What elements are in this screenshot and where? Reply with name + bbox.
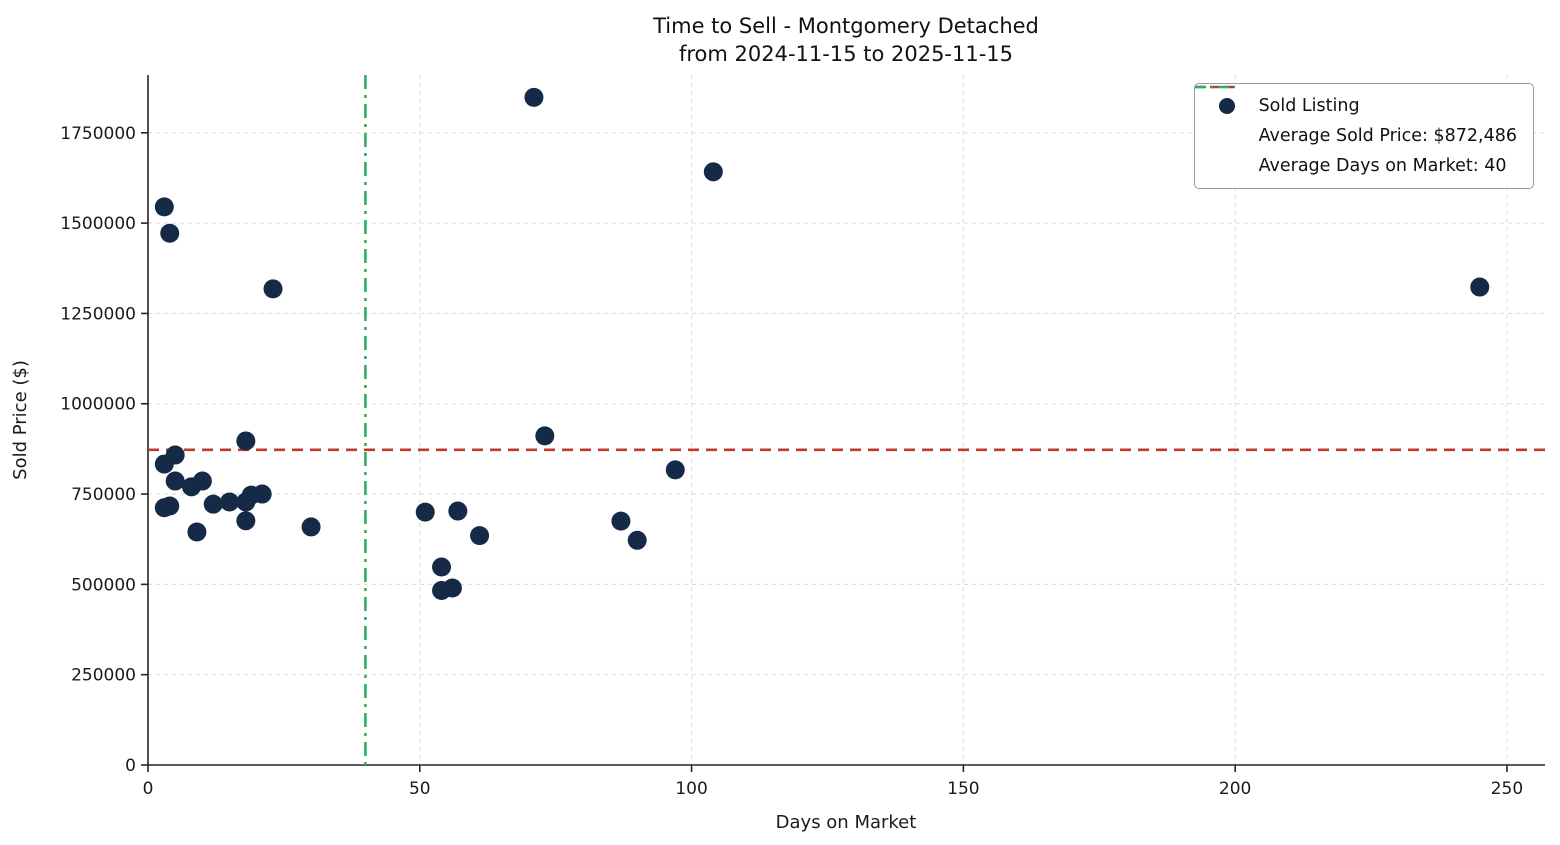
legend-label-sold-listing: Sold Listing (1258, 96, 1360, 116)
data-point (192, 471, 212, 491)
legend: Sold Listing Average Sold Price: $872,48… (1193, 83, 1534, 189)
data-point (611, 511, 631, 531)
data-point (220, 492, 240, 512)
x-tick-label: 100 (675, 779, 707, 799)
data-layer (148, 75, 1545, 765)
x-tick-label: 50 (409, 779, 431, 799)
x-tick-label: 250 (1491, 779, 1523, 799)
y-axis-label: Sold Price ($) (10, 360, 31, 480)
legend-item-avg-days: Average Days on Market: 40 (1194, 85, 1517, 176)
data-point (432, 557, 452, 577)
y-tick-label: 1500000 (60, 214, 136, 234)
chart-title-line1: Time to Sell - Montgomery Detached (652, 14, 1039, 38)
data-point (165, 471, 185, 491)
data-point (665, 460, 685, 480)
y-tick-label: 0 (125, 756, 136, 776)
x-axis-label: Days on Market (776, 812, 917, 833)
data-point (442, 578, 462, 598)
data-point (160, 496, 180, 516)
y-tick-label: 750000 (71, 485, 136, 505)
y-tick-label: 250000 (71, 666, 136, 686)
data-point (203, 494, 223, 514)
chart-title-line2: from 2024-11-15 to 2025-11-15 (679, 42, 1013, 66)
data-point (470, 526, 490, 546)
data-point (301, 517, 321, 537)
axes-layer: 0 50 100 150 200 250 0 250000 500000 750000 100000… (60, 75, 1545, 799)
avg-days-dashdot-line-icon (1194, 85, 1235, 89)
data-point (627, 530, 647, 550)
legend-item-sold-listing: Sold Listing (1207, 96, 1517, 116)
x-tick-label: 200 (1219, 779, 1251, 799)
y-tick-label: 1750000 (60, 124, 136, 144)
x-tick-label: 0 (143, 779, 154, 799)
data-point (1470, 277, 1490, 297)
data-point (165, 445, 185, 465)
data-point (154, 197, 174, 217)
data-point (187, 522, 207, 542)
data-point (236, 511, 256, 531)
data-point (160, 223, 180, 243)
data-point (524, 87, 544, 107)
data-point (236, 431, 256, 451)
data-point (703, 162, 723, 182)
y-tick-label: 1000000 (60, 395, 136, 415)
data-point (252, 484, 272, 504)
y-tick-label: 500000 (71, 575, 136, 595)
sold-listing-dot-icon (1218, 98, 1235, 114)
legend-label-avg-price: Average Sold Price: $872,486 (1258, 126, 1517, 146)
x-tick-label: 150 (947, 779, 979, 799)
data-point (448, 501, 468, 521)
legend-item-avg-price: Average Sold Price: $872,486 (1194, 85, 1517, 146)
data-point (415, 502, 435, 522)
legend-marker-cell (1207, 98, 1247, 114)
y-tick-label: 1250000 (60, 304, 136, 324)
data-point (535, 426, 555, 446)
data-point (263, 279, 283, 299)
legend-label-avg-days: Average Days on Market: 40 (1258, 156, 1507, 176)
